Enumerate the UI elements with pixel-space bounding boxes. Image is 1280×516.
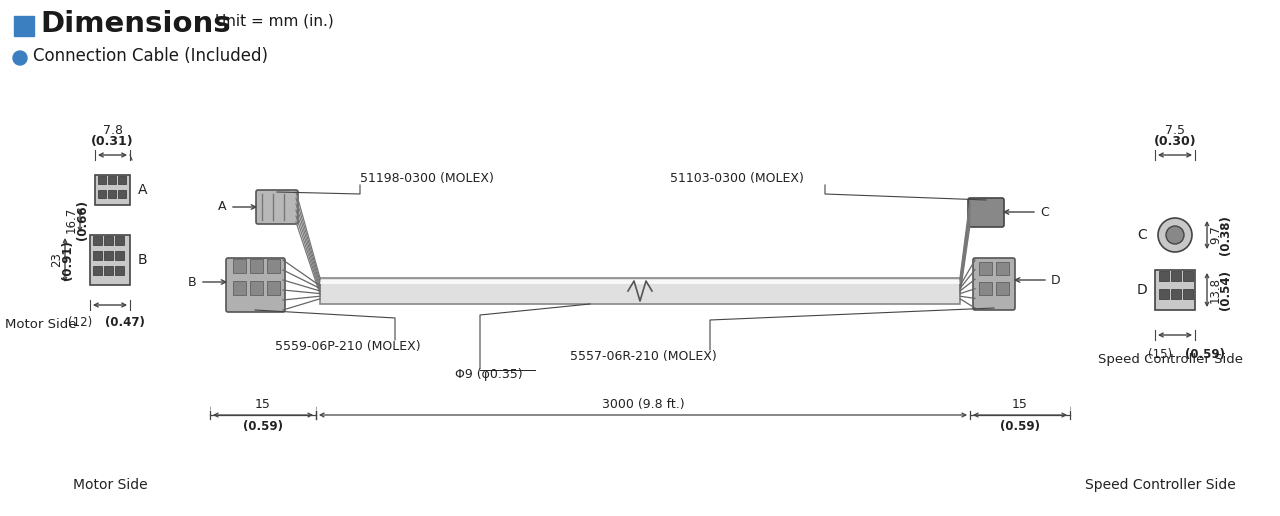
Text: 51198-0300 (MOLEX): 51198-0300 (MOLEX) [360, 172, 494, 185]
Bar [996, 282, 1009, 295]
Bar [118, 190, 125, 198]
FancyBboxPatch shape [968, 198, 1004, 227]
Text: (0.30): (0.30) [1153, 135, 1197, 148]
Bar [1183, 271, 1193, 281]
Bar [93, 266, 102, 275]
Bar [268, 281, 280, 295]
Text: (0.54): (0.54) [1219, 270, 1231, 310]
Text: 16.7: 16.7 [65, 207, 78, 233]
Text: (0.59): (0.59) [1185, 348, 1225, 361]
Bar [1171, 271, 1181, 281]
Bar [233, 259, 246, 273]
Text: (0.66): (0.66) [76, 200, 90, 240]
Text: (0.47): (0.47) [105, 316, 145, 329]
Text: Motor Side: Motor Side [73, 478, 147, 492]
Text: 3000 (9.8 ft.): 3000 (9.8 ft.) [602, 398, 685, 411]
Bar [996, 262, 1009, 275]
Bar [93, 251, 102, 260]
FancyBboxPatch shape [227, 258, 285, 312]
Text: D: D [1137, 283, 1147, 297]
Text: Connection Cable (Included): Connection Cable (Included) [33, 47, 268, 65]
Text: (0.59): (0.59) [1000, 420, 1039, 433]
Bar [320, 280, 960, 284]
Bar [108, 176, 116, 184]
Bar [14, 16, 35, 36]
Bar [268, 259, 280, 273]
Bar [250, 259, 262, 273]
Text: 13.8: 13.8 [1210, 277, 1222, 303]
Bar [320, 278, 960, 304]
Text: Dimensions: Dimensions [40, 10, 230, 38]
Text: B: B [138, 253, 147, 267]
Bar [99, 190, 106, 198]
Text: Speed Controller Side: Speed Controller Side [1084, 478, 1235, 492]
Text: 51103-0300 (MOLEX): 51103-0300 (MOLEX) [669, 172, 804, 185]
Text: (0.38): (0.38) [1219, 215, 1231, 255]
Bar [1171, 289, 1181, 299]
Text: B: B [187, 276, 196, 288]
Text: D: D [1051, 273, 1061, 286]
Bar [979, 262, 992, 275]
FancyBboxPatch shape [95, 175, 131, 205]
Bar [115, 251, 124, 260]
Text: C: C [1137, 228, 1147, 242]
Text: 9.7: 9.7 [1210, 225, 1222, 245]
Circle shape [1158, 218, 1192, 252]
Bar [1158, 289, 1169, 299]
Circle shape [1166, 226, 1184, 244]
Text: (0.91): (0.91) [61, 240, 74, 280]
Bar [115, 236, 124, 245]
Bar [115, 266, 124, 275]
Bar [108, 190, 116, 198]
Text: (0.59): (0.59) [243, 420, 283, 433]
FancyBboxPatch shape [973, 258, 1015, 310]
Bar [1158, 271, 1169, 281]
Text: 5559-06P-210 (MOLEX): 5559-06P-210 (MOLEX) [275, 340, 421, 353]
Text: (0.31): (0.31) [91, 135, 134, 148]
Text: 23: 23 [50, 252, 63, 267]
Text: A: A [138, 183, 147, 197]
Text: (12): (12) [68, 316, 92, 329]
Text: Speed Controller Side: Speed Controller Side [1097, 353, 1243, 366]
Text: Motor Side: Motor Side [5, 318, 77, 331]
Text: A: A [218, 201, 227, 214]
Bar [1155, 270, 1196, 310]
Text: 15: 15 [1012, 398, 1028, 411]
Bar [104, 266, 113, 275]
Bar [250, 281, 262, 295]
FancyBboxPatch shape [90, 235, 131, 285]
Text: Φ9 (φ0.35): Φ9 (φ0.35) [454, 368, 522, 381]
Text: C: C [1039, 205, 1048, 218]
Text: 5557-06R-210 (MOLEX): 5557-06R-210 (MOLEX) [570, 350, 717, 363]
Text: (15): (15) [1148, 348, 1172, 361]
Text: Unit = mm (in.): Unit = mm (in.) [215, 14, 334, 29]
Bar [104, 251, 113, 260]
FancyBboxPatch shape [256, 190, 298, 224]
Bar [104, 236, 113, 245]
Text: 15: 15 [255, 398, 271, 411]
Bar [1183, 289, 1193, 299]
Circle shape [13, 51, 27, 65]
Bar [979, 282, 992, 295]
Bar [99, 176, 106, 184]
Bar [233, 281, 246, 295]
Text: 7.5: 7.5 [1165, 124, 1185, 137]
Text: 7.8: 7.8 [102, 124, 123, 137]
Bar [118, 176, 125, 184]
Bar [93, 236, 102, 245]
